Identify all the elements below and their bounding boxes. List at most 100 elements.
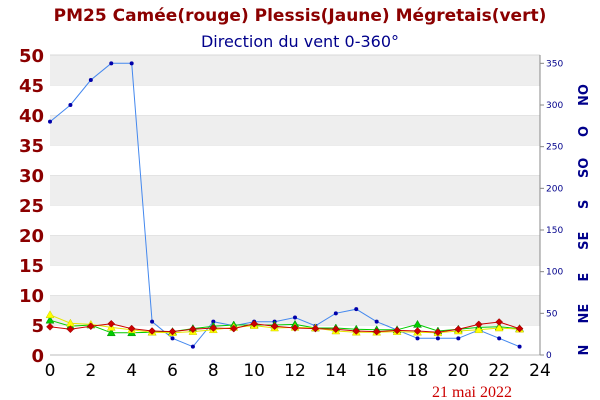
y-tick-left: 20	[19, 226, 44, 247]
x-tick: 18	[407, 361, 429, 381]
y-tick-right: 300	[546, 101, 563, 111]
direction-label: S	[577, 200, 592, 209]
plessis-point	[494, 323, 504, 332]
grid-band	[50, 265, 540, 295]
wind-point	[129, 61, 134, 66]
camee-point	[107, 319, 116, 328]
camee-point	[434, 328, 442, 337]
y-tick-left: 10	[19, 286, 44, 307]
wind-direction-labels: N NE E SE S SO O NO	[577, 84, 592, 355]
wind-point	[374, 319, 379, 324]
grid-band	[50, 85, 540, 115]
x-tick: 10	[243, 361, 265, 381]
camee-point	[331, 325, 340, 334]
y-tick-left: 25	[19, 196, 44, 217]
camee-point	[495, 318, 504, 326]
series-layer	[45, 61, 525, 349]
wind-point	[190, 344, 195, 349]
direction-label: E	[577, 273, 592, 282]
y-tick-right: 350	[546, 59, 563, 69]
camee-point	[454, 325, 463, 334]
x-tick: 0	[45, 361, 56, 381]
y-tick-left: 45	[19, 76, 44, 97]
camee-point	[209, 324, 218, 332]
grid-band	[50, 175, 540, 205]
camee-point	[413, 327, 422, 335]
megretais-point	[106, 328, 116, 337]
y-tick-left: 30	[19, 166, 44, 187]
camee-point	[291, 324, 299, 332]
wind-point	[293, 315, 297, 320]
y-tick-right: 250	[546, 143, 563, 153]
direction-label: SE	[577, 232, 592, 250]
camee-point	[372, 327, 381, 336]
grid-band	[50, 115, 540, 145]
x-tick: 2	[85, 361, 96, 381]
series-line-wind	[49, 62, 520, 348]
wind-point	[517, 344, 522, 349]
y-tick-right: 0	[546, 351, 552, 361]
wind-point	[150, 319, 155, 324]
y-tick-right: 100	[546, 268, 563, 278]
camee-point	[127, 324, 136, 333]
wind-point	[456, 336, 461, 341]
x-tick: 16	[366, 361, 388, 381]
x-tick: 6	[167, 361, 178, 381]
direction-label: NE	[577, 304, 592, 324]
wind-point	[333, 311, 338, 316]
right-axis: 0 50 100 150 200 250 300 350	[539, 55, 563, 361]
grid-band	[50, 145, 540, 175]
camee-point	[66, 325, 75, 334]
camee-point	[311, 324, 320, 333]
camee-point	[515, 324, 524, 333]
y-tick-left: 0	[31, 346, 44, 367]
camee-point	[250, 319, 259, 328]
wind-point	[415, 336, 420, 341]
plessis-point	[474, 325, 484, 334]
wind-point	[170, 336, 175, 341]
y-tick-left: 15	[19, 256, 44, 277]
wind-point	[109, 61, 114, 66]
camee-point	[393, 326, 401, 335]
y-tick-left: 35	[19, 136, 44, 157]
wind-point	[48, 119, 52, 124]
camee-point	[148, 327, 156, 335]
x-tick: 4	[126, 361, 137, 381]
direction-label: N	[577, 345, 592, 356]
camee-point	[352, 327, 361, 335]
y-tick-left: 40	[19, 106, 44, 127]
y-tick-right: 50	[546, 309, 558, 319]
left-axis: 0 5 10 15 20 25 30 35 40 45 50	[19, 46, 44, 367]
direction-label: NO	[577, 84, 592, 106]
x-tick: 12	[284, 361, 306, 381]
direction-label: O	[577, 126, 592, 137]
wind-point	[88, 78, 93, 82]
camee-point	[229, 324, 238, 333]
x-tick: 22	[488, 361, 510, 381]
camee-point	[168, 327, 177, 336]
x-tick: 24	[529, 361, 551, 381]
x-tick: 8	[208, 361, 219, 381]
chart-title: PM25 Camée(rouge) Plessis(Jaune) Mégreta…	[54, 6, 547, 26]
chart-date: 21 mai 2022	[432, 384, 512, 400]
wind-point	[68, 103, 73, 107]
grid-band	[50, 235, 540, 265]
x-tick: 14	[325, 361, 347, 381]
y-tick-left: 5	[31, 316, 44, 337]
plessis-point	[45, 310, 55, 319]
wind-point	[497, 336, 502, 341]
wind-point	[354, 307, 359, 312]
chart-subtitle: Direction du vent 0-360°	[201, 32, 399, 51]
camee-point	[474, 320, 483, 329]
y-tick-left: 50	[19, 46, 44, 67]
grid-band	[50, 205, 540, 235]
camee-point	[46, 322, 54, 331]
series-line-camee	[49, 321, 520, 333]
grid-band	[50, 55, 540, 85]
camee-point	[189, 325, 197, 334]
grid-bands	[50, 54, 540, 356]
y-tick-right: 200	[546, 184, 563, 194]
x-tick: 20	[448, 361, 470, 381]
direction-label: SO	[577, 158, 592, 178]
